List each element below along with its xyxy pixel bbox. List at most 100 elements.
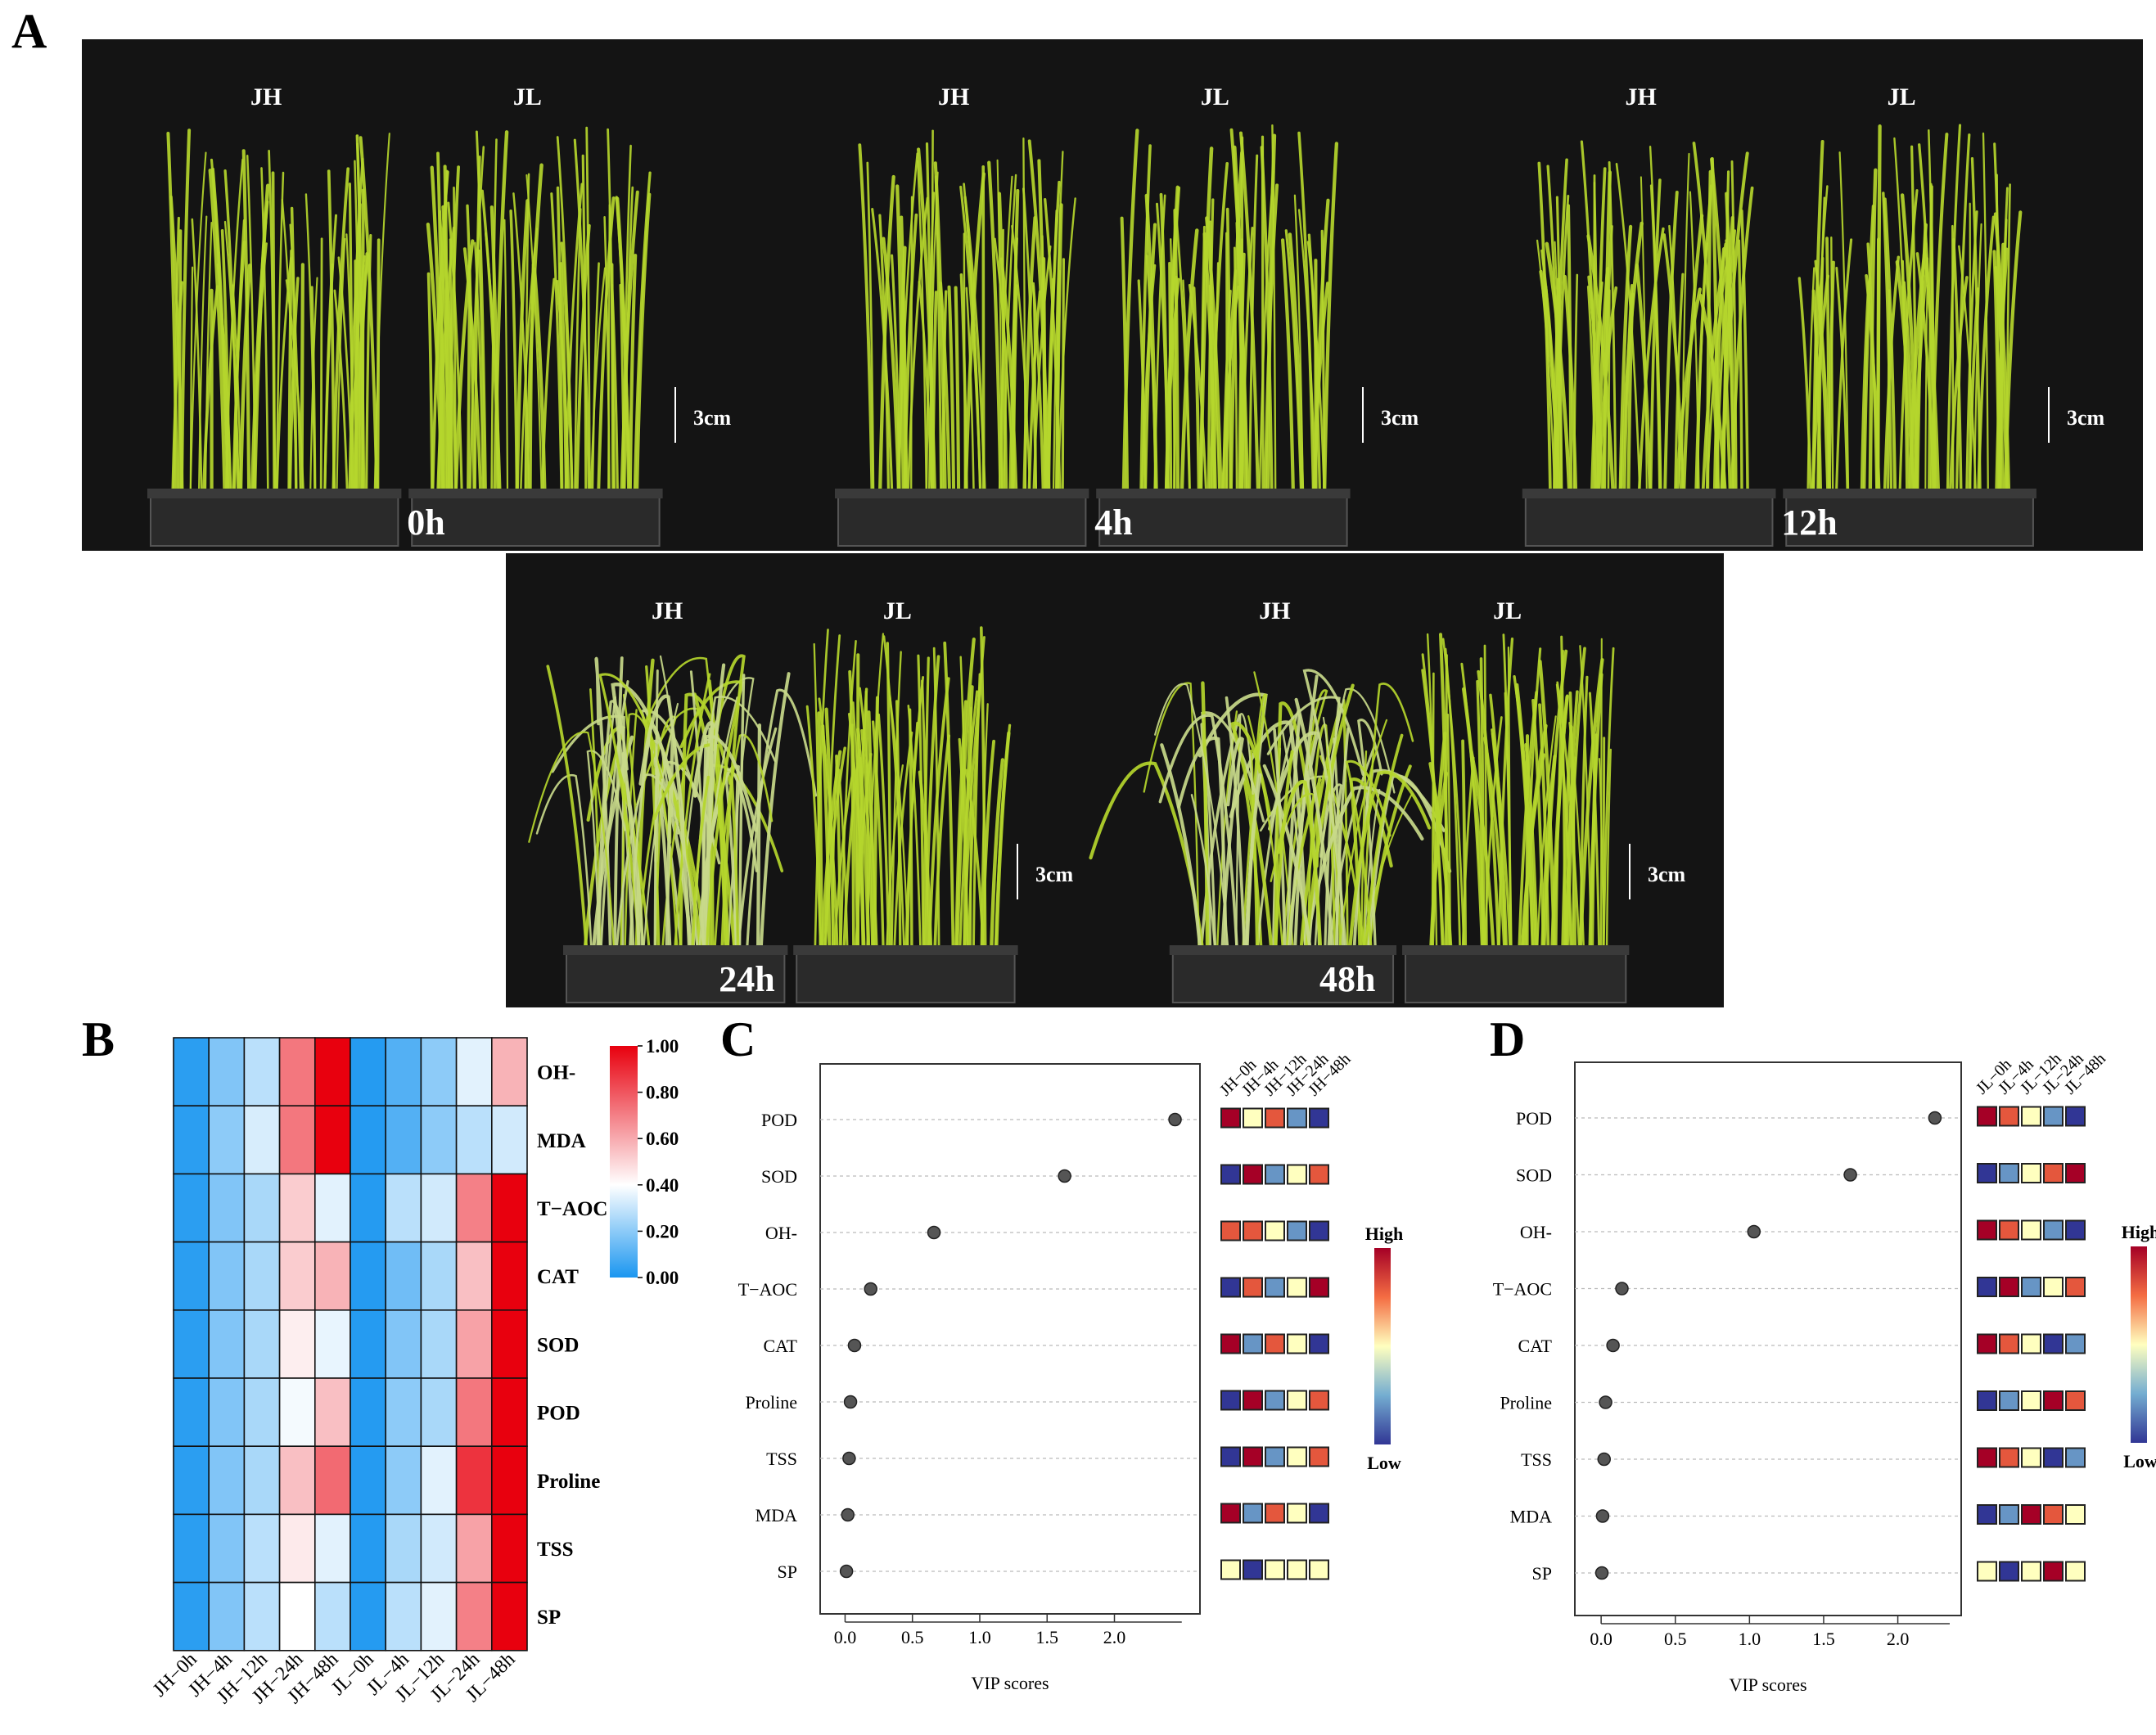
rice-blade (756, 723, 761, 953)
plant-group-jh: JH (1089, 597, 1452, 1003)
rice-blade (1160, 743, 1202, 953)
heatmap-cell (313, 1173, 351, 1243)
pot-rim (147, 489, 402, 498)
rice-blade (211, 167, 230, 495)
rice-blade (665, 736, 675, 953)
pot-jl (1785, 493, 2034, 547)
heatmap-cell (278, 1241, 316, 1311)
rice-blade (1952, 237, 1963, 495)
label-jl: JL (1888, 83, 1916, 110)
rice-blade (813, 642, 821, 952)
legend-high-label: High (1365, 1224, 1403, 1244)
rice-blade (691, 775, 710, 952)
heatmap-cell (173, 1513, 210, 1584)
rice-blade (556, 186, 564, 495)
heatmap-cell (278, 1445, 316, 1516)
rice-blade (759, 672, 791, 952)
rice-blade (1285, 714, 1301, 952)
rice-blade (599, 680, 629, 952)
rice-blade (1860, 281, 1871, 496)
rice-blade (1348, 770, 1432, 953)
rice-blade (1965, 210, 1978, 495)
scale-bar-label: 3cm (693, 406, 732, 430)
level-square (1220, 1333, 1241, 1354)
rice-blade (558, 262, 569, 496)
rice-blade (1022, 137, 1027, 495)
rice-blade (848, 669, 859, 952)
category-label: SOD (761, 1166, 797, 1187)
category-label: SP (778, 1562, 797, 1582)
plant-group-jl: JL (793, 597, 1018, 1003)
vip-point (847, 1338, 862, 1353)
x-tick-label: 1.5 (1035, 1627, 1058, 1647)
level-square (2065, 1219, 2086, 1241)
heatmap-cell (490, 1513, 528, 1584)
rice-blade (1563, 274, 1578, 496)
rice-blade (1461, 739, 1468, 952)
level-square (2021, 1561, 2041, 1582)
rice-blade (1207, 198, 1215, 495)
rice-blade (1247, 714, 1284, 952)
rice-blade (963, 232, 967, 495)
level-square (1220, 1164, 1241, 1185)
panel-letter-c: C (720, 1012, 756, 1066)
heatmap-cell (208, 1037, 246, 1106)
rice-blade (1304, 683, 1355, 953)
heatmap-cell (313, 1309, 351, 1379)
heatmap-cell (208, 1309, 246, 1379)
rice-blade (560, 241, 574, 495)
rice-blade (1192, 286, 1201, 495)
rice-blade (519, 228, 539, 495)
rice-blade (1270, 792, 1315, 952)
heatmap-cell (243, 1309, 281, 1379)
level-square (1309, 1220, 1329, 1242)
category-label: T−AOC (738, 1279, 797, 1300)
rice-blade (1363, 788, 1381, 952)
rice-blade (1815, 267, 1832, 495)
rice-blade (1032, 285, 1037, 495)
pot-jh (566, 949, 786, 1003)
level-square (2043, 1106, 2064, 1127)
rice-blade (1515, 683, 1536, 953)
rice-blade (1578, 658, 1604, 953)
heatmap-cell (278, 1105, 316, 1175)
rice-blade (478, 249, 485, 495)
rice-blade (1248, 154, 1259, 495)
vip-point (839, 1564, 854, 1579)
level-square (1220, 1446, 1241, 1467)
level-square (2043, 1561, 2064, 1582)
time-label: 48h (1319, 959, 1375, 999)
level-square (1220, 1390, 1241, 1411)
rice-blade (1360, 750, 1368, 952)
plant-group-jl: JL (1402, 597, 1630, 1003)
level-square (1265, 1503, 1285, 1524)
level-square (1999, 1277, 2019, 1297)
heatmap-row-label: CAT (537, 1266, 579, 1288)
rice-blade (515, 199, 530, 496)
level-square (1220, 1220, 1241, 1242)
photo-0h: JH JL 3cm 0h (82, 39, 769, 551)
rice-blade (1924, 285, 1928, 494)
pot-rim (563, 945, 788, 955)
level-square (1220, 1559, 1241, 1580)
level-square (1309, 1503, 1329, 1524)
rice-blade (980, 703, 989, 952)
plant-group-jh: JH (1522, 83, 1776, 547)
rice-blade (1061, 258, 1065, 495)
legend-low-label: Low (1367, 1453, 1401, 1473)
vip-point (843, 1395, 858, 1409)
heatmap-cell (420, 1173, 458, 1243)
heatmap-cell (385, 1445, 422, 1516)
rice-blade (1011, 284, 1018, 496)
level-square (1999, 1163, 2019, 1183)
level-square (1243, 1559, 1263, 1580)
rice-blade (447, 201, 463, 495)
heatmap-color-legend (610, 1046, 638, 1278)
rice-blade (1607, 289, 1611, 495)
rice-blade (930, 129, 934, 495)
rice-blade (285, 279, 304, 495)
scale-bar-label: 3cm (2067, 406, 2105, 430)
level-square (1243, 1390, 1263, 1411)
category-label: Proline (745, 1392, 797, 1413)
rice-blade (1868, 168, 1878, 496)
